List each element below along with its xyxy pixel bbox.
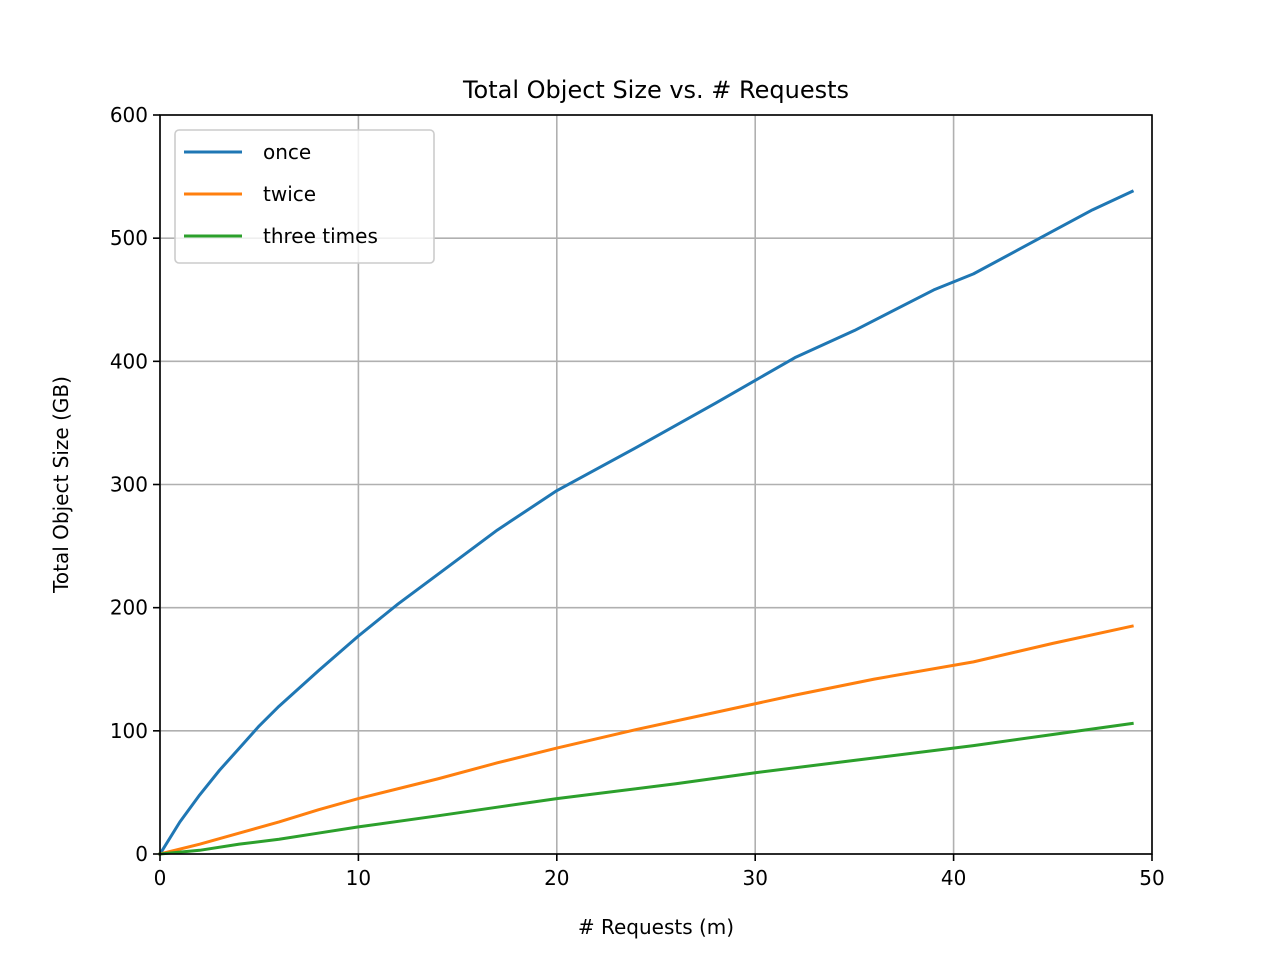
y-tick-label: 0 (135, 842, 148, 866)
plot-lines (157, 189, 1135, 857)
y-tick-label: 100 (110, 719, 148, 743)
y-tick-label: 600 (110, 103, 148, 127)
x-tick-label: 10 (346, 866, 371, 890)
x-tick-label: 20 (544, 866, 569, 890)
series-line-three-times (158, 721, 1134, 856)
legend-label: three times (263, 224, 378, 248)
series-line-once (157, 189, 1135, 857)
legend: once twice three times (174, 129, 435, 264)
x-tick-label: 0 (154, 866, 167, 890)
legend-box (174, 129, 435, 264)
x-tick-label: 30 (742, 866, 767, 890)
legend-label: twice (263, 182, 316, 206)
x-axis-label: # Requests (m) (578, 915, 734, 939)
grid (159, 114, 1153, 855)
y-tick-label: 400 (110, 349, 148, 373)
x-tick-label: 50 (1139, 866, 1164, 890)
legend-label: once (263, 140, 311, 164)
chart-title: Total Object Size vs. # Requests (462, 76, 849, 104)
y-tick-label: 200 (110, 596, 148, 620)
y-tick-label: 300 (110, 473, 148, 497)
x-tick-label: 40 (941, 866, 966, 890)
series-line-twice (158, 624, 1134, 856)
y-axis-label: Total Object Size (GB) (49, 376, 73, 594)
y-tick-label: 500 (110, 226, 148, 250)
